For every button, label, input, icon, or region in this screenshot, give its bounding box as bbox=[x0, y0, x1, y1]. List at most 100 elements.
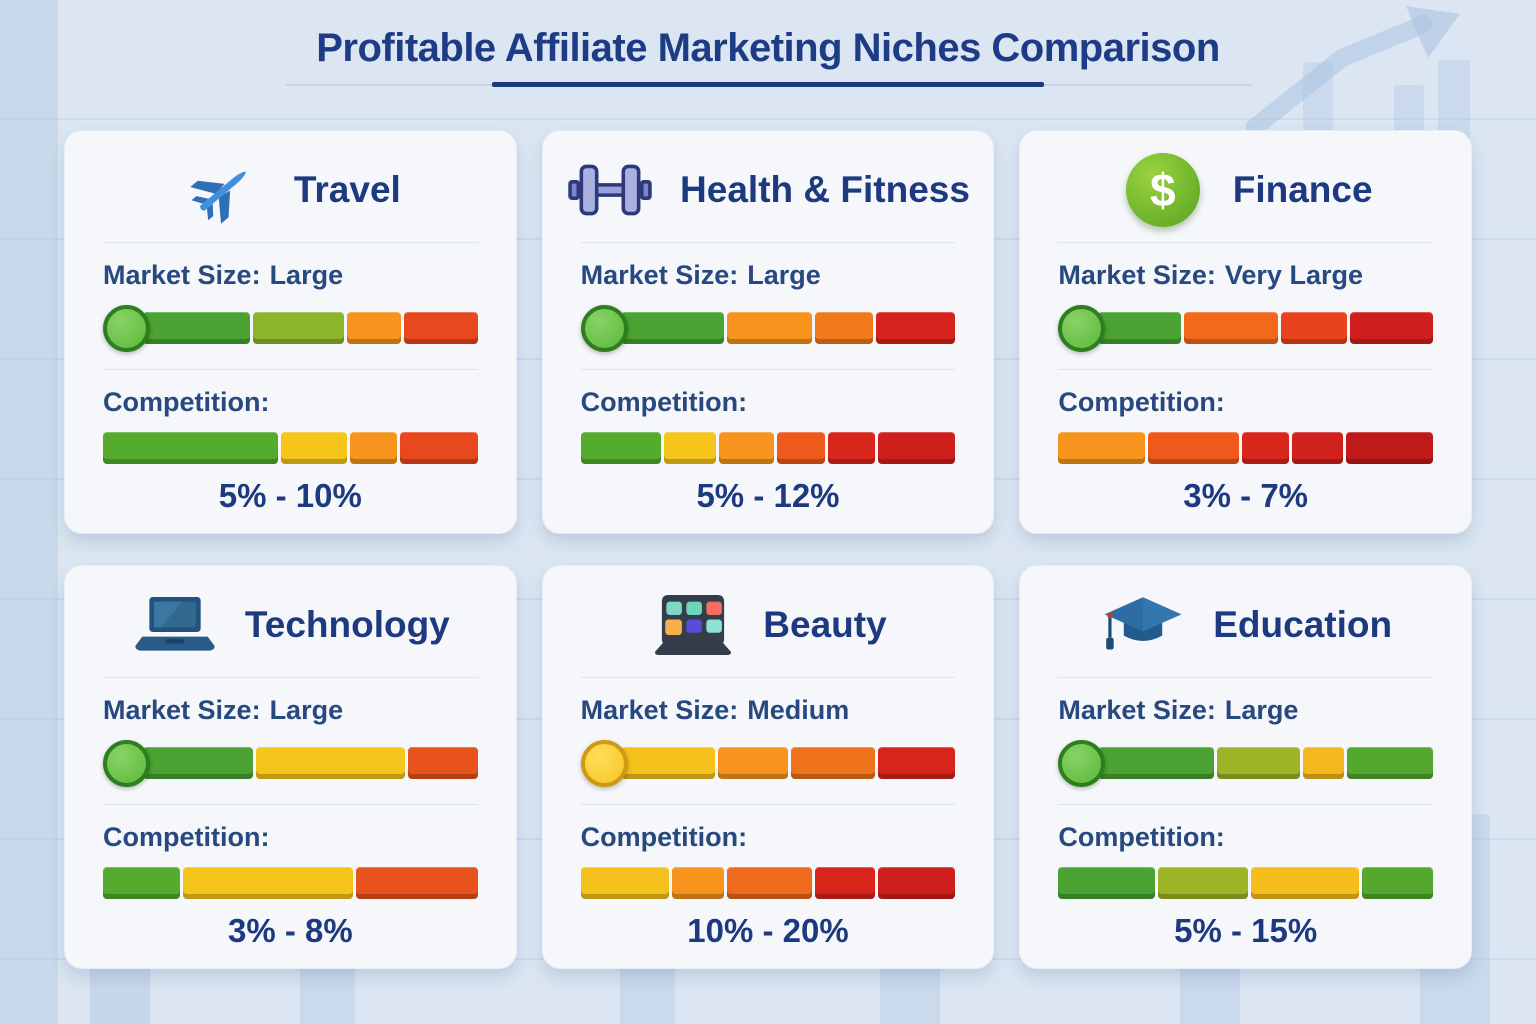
card-header: Beauty bbox=[581, 584, 956, 666]
meter-segment bbox=[620, 312, 724, 345]
meter-track bbox=[103, 432, 478, 465]
competition-meter bbox=[580, 432, 956, 465]
market-size-value: Large bbox=[1224, 694, 1299, 725]
meter-segment bbox=[878, 747, 956, 780]
meter-segment bbox=[281, 432, 348, 465]
meter-segment bbox=[1158, 867, 1248, 900]
divider bbox=[103, 368, 478, 370]
meter-segment bbox=[791, 747, 876, 780]
meter-segment bbox=[356, 867, 478, 900]
meter-segment bbox=[183, 867, 353, 900]
market-size-value: Very Large bbox=[1224, 259, 1363, 290]
background-bar bbox=[1394, 85, 1424, 133]
meter-segment bbox=[620, 747, 716, 780]
meter-track bbox=[103, 867, 478, 900]
divider bbox=[103, 803, 478, 805]
meter-segment bbox=[1098, 312, 1182, 345]
market-size-value: Large bbox=[747, 259, 821, 290]
meter-segment bbox=[776, 432, 825, 465]
title-underline-accent bbox=[492, 82, 1044, 87]
card-header: Education bbox=[1058, 584, 1433, 666]
divider bbox=[1058, 803, 1433, 805]
meter-segment bbox=[1281, 312, 1347, 345]
competition-meter bbox=[103, 867, 478, 900]
market-size-label: Market Size: Very Large bbox=[1058, 260, 1433, 291]
market-size-prefix: Market Size: bbox=[580, 694, 739, 725]
meter-track bbox=[1058, 867, 1433, 900]
meter-segment bbox=[143, 747, 253, 780]
competition-meter bbox=[1058, 867, 1433, 900]
meter-segment bbox=[726, 312, 813, 345]
meter-track bbox=[620, 312, 956, 345]
meter-knob bbox=[103, 739, 150, 787]
niche-title: Technology bbox=[244, 603, 450, 645]
meter-track bbox=[580, 432, 956, 465]
meter-segment bbox=[827, 432, 876, 465]
meter-segment bbox=[718, 747, 789, 780]
meter-segment bbox=[1362, 867, 1433, 900]
market-size-value: Large bbox=[269, 259, 344, 290]
meter-track bbox=[1058, 432, 1433, 465]
meter-segment bbox=[103, 867, 181, 900]
meter-segment bbox=[877, 867, 956, 900]
competition-label: Competition: bbox=[580, 821, 748, 852]
market-size-label: Market Size: Large bbox=[103, 695, 478, 726]
meter-segment bbox=[1302, 747, 1344, 780]
meter-knob bbox=[1058, 739, 1106, 787]
meter-knob bbox=[580, 739, 628, 787]
meter-segment bbox=[1292, 432, 1343, 465]
meter-track bbox=[580, 867, 956, 900]
background-strip bbox=[0, 0, 58, 1024]
niche-title: Finance bbox=[1232, 168, 1373, 210]
meter-segment bbox=[350, 432, 397, 465]
meter-segment bbox=[1098, 747, 1215, 780]
meter-segment bbox=[1217, 747, 1300, 780]
meter-track bbox=[1098, 312, 1433, 345]
meter-segment bbox=[580, 432, 662, 465]
meter-segment bbox=[1242, 432, 1290, 465]
competition-label: Competition: bbox=[1058, 821, 1225, 852]
competition-meter bbox=[1058, 432, 1433, 465]
market-size-meter bbox=[1058, 304, 1433, 352]
meter-track bbox=[1098, 747, 1433, 780]
meter-segment bbox=[408, 747, 478, 780]
meter-segment bbox=[399, 432, 478, 465]
niche-cards-grid: Travel Market Size: Large Competition: 5… bbox=[64, 130, 1472, 969]
niche-card-technology: Technology Market Size: Large Competitio… bbox=[64, 565, 517, 969]
meter-segment bbox=[580, 867, 670, 900]
commission-range: 5% - 15% bbox=[1174, 912, 1318, 949]
page-title: Profitable Affiliate Marketing Niches Co… bbox=[316, 26, 1220, 70]
meter-segment bbox=[1148, 432, 1240, 465]
card-header: $ Finance bbox=[1058, 149, 1433, 231]
dollar-icon: $ bbox=[1119, 151, 1207, 229]
market-size-meter bbox=[103, 739, 478, 787]
market-size-label: Market Size: Large bbox=[581, 260, 956, 291]
divider bbox=[580, 241, 956, 243]
market-size-meter bbox=[580, 739, 956, 787]
meter-segment bbox=[876, 312, 956, 345]
competition-label: Competition: bbox=[1058, 386, 1225, 417]
meter-segment bbox=[1058, 432, 1146, 465]
niche-card-health-fitness: Health & Fitness Market Size: Large Comp… bbox=[541, 130, 995, 534]
makeup-palette-icon bbox=[649, 586, 737, 664]
divider bbox=[103, 676, 478, 678]
market-size-prefix: Market Size: bbox=[1058, 259, 1216, 290]
meter-segment bbox=[103, 432, 279, 465]
market-size-label: Market Size: Medium bbox=[581, 695, 956, 726]
meter-knob bbox=[1058, 304, 1106, 352]
market-size-prefix: Market Size: bbox=[1058, 694, 1216, 725]
meter-segment bbox=[347, 312, 401, 345]
market-size-prefix: Market Size: bbox=[103, 694, 261, 725]
rising-arrow-icon bbox=[1246, 6, 1460, 136]
meter-segment bbox=[815, 867, 875, 900]
meter-track bbox=[143, 312, 478, 345]
commission-range: 5% - 12% bbox=[696, 477, 840, 514]
divider bbox=[1058, 241, 1433, 243]
meter-segment bbox=[878, 432, 956, 465]
meter-knob bbox=[580, 304, 628, 352]
meter-segment bbox=[255, 747, 406, 780]
niche-title: Education bbox=[1213, 603, 1393, 645]
market-size-prefix: Market Size: bbox=[103, 259, 261, 290]
market-size-meter bbox=[103, 304, 478, 352]
meter-knob bbox=[103, 304, 150, 352]
